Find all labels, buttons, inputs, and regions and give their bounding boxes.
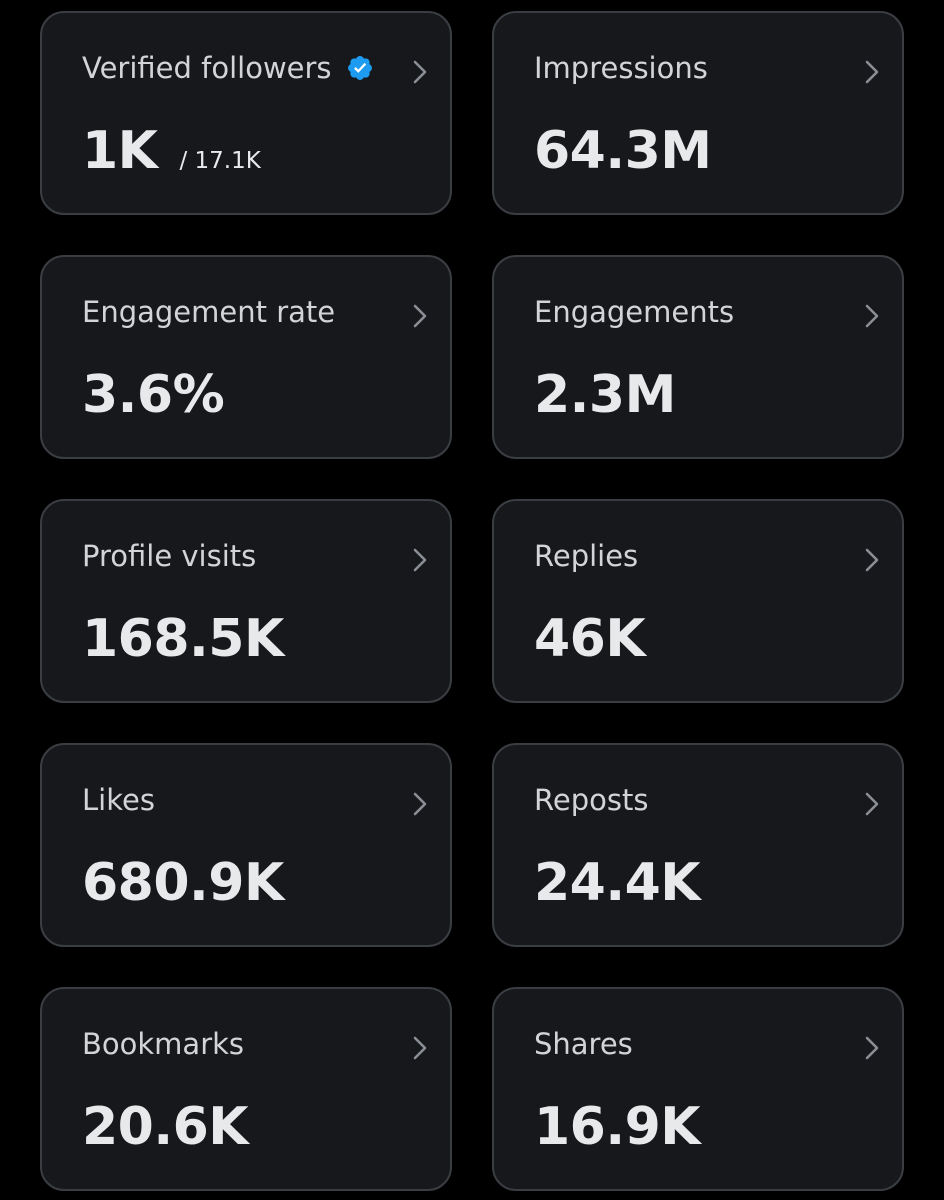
metric-card-shares[interactable]: Shares 16.9K: [492, 987, 904, 1191]
metric-subvalue: / 17.1K: [179, 148, 261, 174]
metric-card-profile-visits[interactable]: Profile visits 168.5K: [40, 499, 452, 703]
metric-label: Engagement rate: [82, 295, 336, 329]
chevron-right-icon: [412, 59, 428, 85]
chevron-right-icon: [864, 791, 880, 817]
chevron-right-icon: [412, 547, 428, 573]
chevron-right-icon: [412, 303, 428, 329]
metric-value: 3.6%: [82, 365, 225, 425]
metric-value: 1K / 17.1K: [82, 121, 261, 181]
metric-card-replies[interactable]: Replies 46K: [492, 499, 904, 703]
chevron-right-icon: [864, 303, 880, 329]
metric-label: Impressions: [534, 51, 708, 85]
verified-badge-icon: [346, 54, 374, 82]
metric-card-impressions[interactable]: Impressions 64.3M: [492, 11, 904, 215]
metric-label: Profile visits: [82, 539, 257, 573]
metric-value: 680.9K: [82, 853, 284, 913]
chevron-right-icon: [412, 1035, 428, 1061]
metric-label: Bookmarks: [82, 1027, 245, 1061]
metric-label: Engagements: [534, 295, 735, 329]
metric-value: 2.3M: [534, 365, 676, 425]
metric-value: 20.6K: [82, 1097, 249, 1157]
metric-value: 64.3M: [534, 121, 712, 181]
metric-label: Verified followers: [82, 51, 374, 85]
chevron-right-icon: [412, 791, 428, 817]
metric-label: Likes: [82, 783, 155, 817]
metric-label-text: Verified followers: [82, 51, 332, 85]
metric-card-engagement-rate[interactable]: Engagement rate 3.6%: [40, 255, 452, 459]
metric-card-reposts[interactable]: Reposts 24.4K: [492, 743, 904, 947]
metric-value-text: 1K: [82, 121, 158, 181]
metric-value: 16.9K: [534, 1097, 701, 1157]
metric-value: 168.5K: [82, 609, 284, 669]
metric-card-likes[interactable]: Likes 680.9K: [40, 743, 452, 947]
chevron-right-icon: [864, 59, 880, 85]
metric-card-engagements[interactable]: Engagements 2.3M: [492, 255, 904, 459]
metric-value: 24.4K: [534, 853, 701, 913]
metric-label: Shares: [534, 1027, 633, 1061]
chevron-right-icon: [864, 1035, 880, 1061]
metric-label: Reposts: [534, 783, 649, 817]
metric-card-verified-followers[interactable]: Verified followers 1K / 17.1K: [40, 11, 452, 215]
metric-value: 46K: [534, 609, 646, 669]
metric-label: Replies: [534, 539, 639, 573]
metrics-grid: Verified followers 1K / 17.1K Impression…: [40, 11, 904, 1191]
chevron-right-icon: [864, 547, 880, 573]
metric-card-bookmarks[interactable]: Bookmarks 20.6K: [40, 987, 452, 1191]
